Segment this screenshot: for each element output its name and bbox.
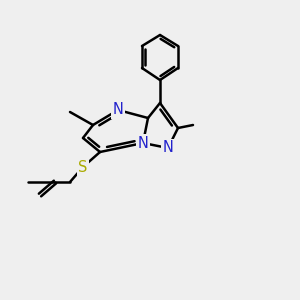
Text: N: N bbox=[163, 140, 173, 155]
Text: N: N bbox=[138, 136, 148, 151]
Text: N: N bbox=[112, 103, 123, 118]
Text: S: S bbox=[78, 160, 88, 175]
